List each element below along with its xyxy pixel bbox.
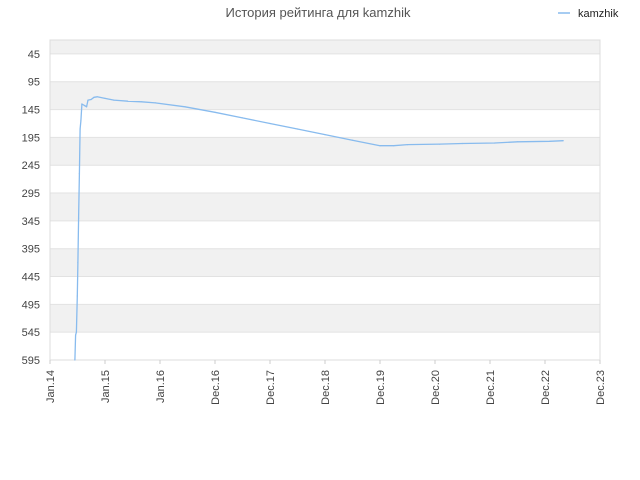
plot-band <box>50 276 600 305</box>
y-tick-label: 495 <box>22 299 40 311</box>
y-tick-label: 595 <box>22 355 40 367</box>
data-point <box>81 103 83 105</box>
data-point <box>562 140 564 142</box>
data-point <box>494 142 496 144</box>
y-tick-label: 95 <box>28 77 40 89</box>
data-point <box>549 140 551 142</box>
y-tick-label: 395 <box>22 244 40 256</box>
y-tick-label: 445 <box>22 272 40 284</box>
series-group <box>74 96 564 361</box>
plot-band <box>50 220 600 249</box>
data-point <box>154 102 156 104</box>
y-tick-label: 245 <box>22 160 40 172</box>
chart-title: История рейтинга для kamzhik <box>226 5 411 20</box>
data-point <box>393 145 395 147</box>
data-point <box>461 142 463 145</box>
data-point <box>75 334 77 336</box>
x-tick-label: Jan.16 <box>155 370 167 403</box>
data-point <box>324 134 326 136</box>
y-tick-label: 195 <box>22 132 40 144</box>
legend[interactable]: kamzhik <box>558 8 619 20</box>
data-point <box>214 111 216 113</box>
data-point <box>93 96 95 98</box>
data-point <box>113 99 115 101</box>
data-point <box>74 359 76 361</box>
data-point <box>90 98 92 101</box>
data-point <box>78 217 80 219</box>
plot-band <box>50 248 600 277</box>
plot-band <box>50 53 600 82</box>
x-tick-label: Dec.20 <box>430 370 442 405</box>
data-point <box>84 105 86 107</box>
legend-label: kamzhik <box>578 8 619 20</box>
data-point <box>104 97 106 99</box>
grid-lines <box>50 53 600 361</box>
y-axis-ticks: 45 95 145 195 245 295 345 395 445 495 545 595 <box>22 49 40 367</box>
y-tick-label: 45 <box>28 49 40 61</box>
x-axis-ticks: Jan.14 Jan.15 Jan.16 Dec.16 Dec.17 Dec.18 Dec.… <box>45 360 607 405</box>
data-point <box>127 100 129 102</box>
x-tick-label: Dec.23 <box>595 370 607 405</box>
data-point <box>269 122 271 125</box>
plot-band <box>50 81 600 110</box>
data-point <box>379 145 381 147</box>
data-point <box>80 120 82 122</box>
data-point <box>184 106 186 108</box>
y-tick-label: 295 <box>22 188 40 200</box>
data-point <box>406 144 409 146</box>
x-tick-label: Dec.18 <box>320 370 332 405</box>
data-point <box>141 101 143 103</box>
data-point <box>296 128 298 130</box>
plot-band <box>50 304 600 333</box>
data-point <box>79 128 81 130</box>
y-tick-label: 145 <box>22 105 40 117</box>
plot-band <box>50 332 600 360</box>
x-tick-label: Dec.21 <box>485 370 497 405</box>
y-tick-label: 545 <box>22 327 40 339</box>
x-tick-label: Dec.17 <box>265 370 277 405</box>
plot-background-bands <box>50 40 600 360</box>
data-point <box>76 295 78 297</box>
y-tick-label: 345 <box>22 216 40 228</box>
x-tick-label: Jan.15 <box>100 370 112 403</box>
data-point <box>351 139 353 141</box>
data-point <box>87 99 89 101</box>
x-tick-label: Dec.22 <box>540 370 552 405</box>
data-point <box>75 331 77 333</box>
data-point <box>439 143 441 145</box>
data-point <box>96 96 98 98</box>
x-tick-label: Dec.19 <box>375 370 387 405</box>
plot-band <box>50 193 600 221</box>
plot-band <box>50 165 600 194</box>
data-point <box>516 141 519 143</box>
data-point <box>86 106 88 108</box>
data-point <box>78 173 80 175</box>
plot-band <box>50 40 600 54</box>
plot-band <box>50 109 600 138</box>
x-tick-label: Dec.16 <box>210 370 222 405</box>
data-point <box>241 117 243 119</box>
x-tick-label: Jan.14 <box>45 370 57 403</box>
data-point <box>77 262 79 264</box>
